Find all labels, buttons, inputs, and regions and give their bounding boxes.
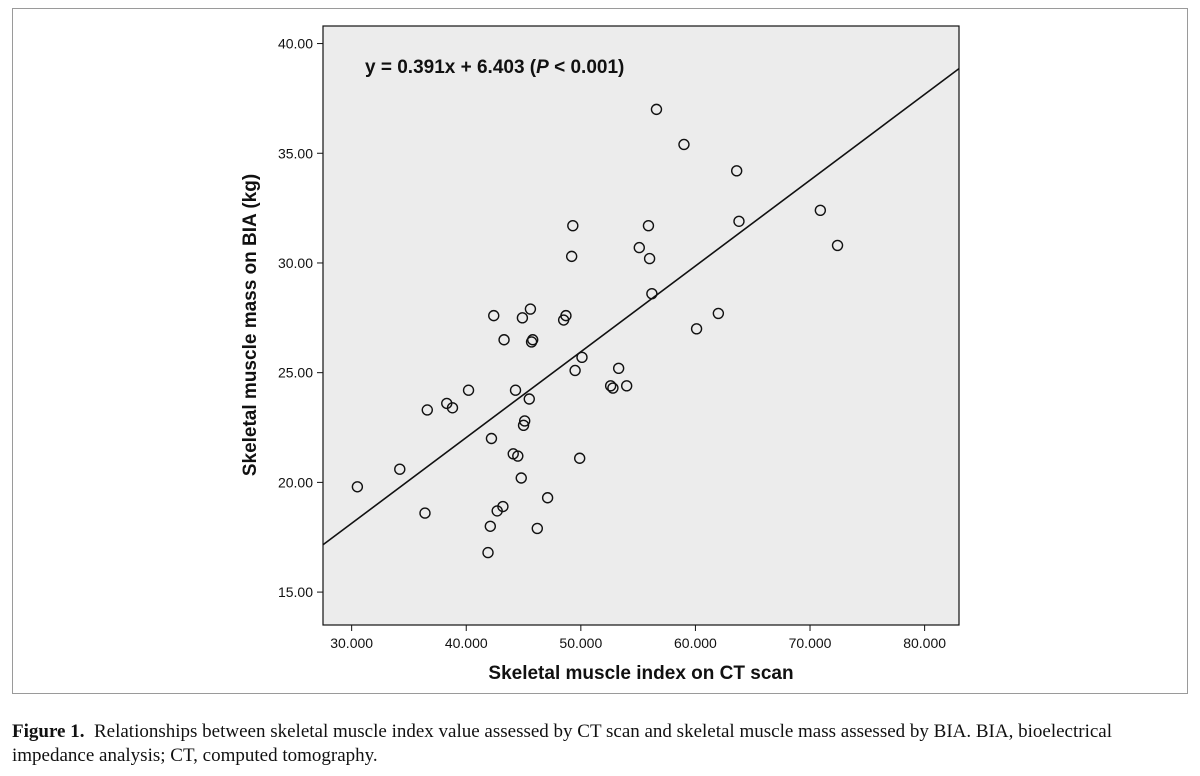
data-point xyxy=(576,351,588,364)
data-point xyxy=(567,219,579,232)
data-point xyxy=(485,432,498,445)
data-point xyxy=(612,362,625,374)
x-tick-label: 40.000 xyxy=(445,635,488,651)
data-point xyxy=(565,250,578,263)
data-point xyxy=(482,546,494,559)
plot-area xyxy=(322,25,960,626)
data-point xyxy=(419,507,431,519)
y-tick-label: 30.00 xyxy=(278,255,313,271)
x-tick-label: 70.000 xyxy=(789,635,832,651)
regression-line xyxy=(322,68,960,546)
y-axis: 15.00 20.00 25.00 30.00 35.00 40.00 xyxy=(278,36,323,600)
data-point xyxy=(560,309,572,322)
y-tick-label: 15.00 xyxy=(278,584,313,600)
data-point xyxy=(607,382,619,394)
data-point xyxy=(497,500,509,513)
data-point xyxy=(512,450,524,462)
data-point xyxy=(446,402,459,414)
data-point xyxy=(462,384,475,396)
x-tick-label: 60.000 xyxy=(674,635,717,651)
y-tick-label: 40.00 xyxy=(278,36,313,52)
data-point xyxy=(573,452,586,464)
data-point xyxy=(527,334,539,346)
data-point xyxy=(517,419,530,432)
data-point xyxy=(733,215,745,227)
data-point xyxy=(712,307,725,320)
data-point xyxy=(690,323,703,335)
x-axis: 30.000 40.000 50.000 60.000 70.000 80.000 xyxy=(330,625,946,651)
x-tick-label: 30.000 xyxy=(330,635,373,651)
scatter-chart: 15.00 20.00 25.00 30.00 35.00 40.00 30.000 40.… xyxy=(240,25,960,684)
data-point xyxy=(569,364,581,377)
regression-equation: y = 0.391x + 6.403 (P < 0.001) xyxy=(365,57,624,78)
data-point xyxy=(509,384,522,396)
data-point xyxy=(488,309,500,322)
data-point xyxy=(518,415,531,427)
data-point xyxy=(642,219,655,232)
data-point xyxy=(484,520,497,532)
data-point xyxy=(643,252,656,265)
data-point xyxy=(678,138,690,151)
data-point xyxy=(394,463,406,475)
figure-caption: Figure 1. Relationships between skeletal… xyxy=(12,720,1188,768)
data-point xyxy=(730,165,743,177)
data-point xyxy=(516,312,529,324)
data-point xyxy=(633,241,645,254)
data-point xyxy=(814,204,827,217)
data-points xyxy=(351,103,844,559)
caption-text: Relationships between skeletal muscle in… xyxy=(12,721,1112,766)
data-point xyxy=(498,334,510,346)
data-point xyxy=(531,522,543,535)
y-tick-label: 35.00 xyxy=(278,145,313,161)
data-point xyxy=(515,472,527,484)
y-axis-title: Skeletal muscle mass on BIA (kg) xyxy=(240,174,261,476)
data-point xyxy=(351,481,364,493)
data-point xyxy=(604,380,617,392)
data-point xyxy=(523,393,535,405)
caption-label: Figure 1. xyxy=(12,721,85,742)
data-point xyxy=(831,239,844,252)
data-point xyxy=(646,287,658,300)
y-tick-label: 25.00 xyxy=(278,365,313,381)
data-point xyxy=(421,404,433,416)
data-point xyxy=(650,103,663,116)
data-point xyxy=(620,380,633,392)
y-tick-label: 20.00 xyxy=(278,474,313,490)
x-tick-label: 80.000 xyxy=(903,635,946,651)
x-axis-title: Skeletal muscle index on CT scan xyxy=(488,663,793,684)
data-point xyxy=(541,492,554,504)
x-tick-label: 50.000 xyxy=(559,635,602,651)
data-point xyxy=(524,303,537,315)
